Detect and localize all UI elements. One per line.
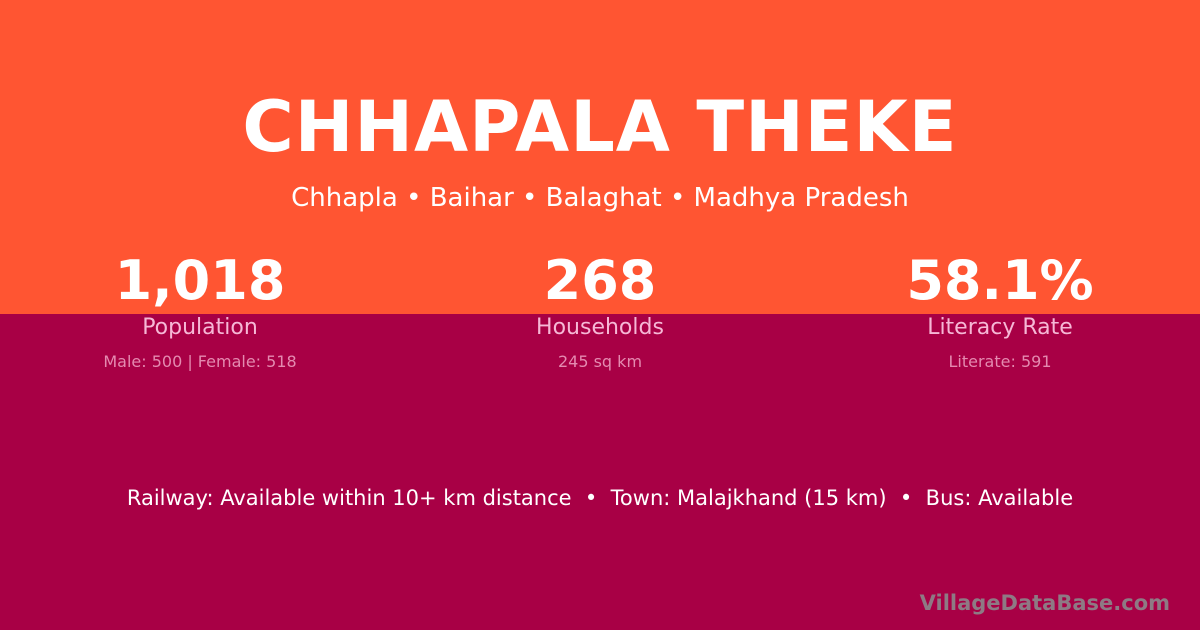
header-band: [0, 0, 1200, 314]
connectivity-info: Railway: Available within 10+ km distanc…: [126, 486, 1074, 510]
stat-households: 268 Households 245 sq km: [400, 249, 800, 372]
location-breadcrumb: Chhapla • Baihar • Balaghat • Madhya Pra…: [291, 183, 909, 213]
stat-population: 1,018 Population Male: 500 | Female: 518: [0, 249, 400, 372]
body-band: [0, 314, 1200, 630]
page-title: CHHAPALA THEKE: [242, 86, 958, 168]
stat-literacy: 58.1% Literacy Rate Literate: 591: [800, 249, 1200, 372]
stat-label: Households: [536, 315, 664, 340]
stat-value: 58.1%: [906, 249, 1094, 312]
stat-detail: 245 sq km: [557, 352, 643, 371]
stat-value: 1,018: [114, 249, 286, 312]
stat-label: Population: [142, 315, 258, 340]
stat-label: Literacy Rate: [927, 315, 1073, 340]
stat-value: 268: [543, 249, 657, 312]
watermark: VillageDataBase.com: [919, 591, 1170, 615]
stat-detail: Literate: 591: [948, 352, 1052, 371]
stat-detail: Male: 500 | Female: 518: [103, 352, 297, 371]
